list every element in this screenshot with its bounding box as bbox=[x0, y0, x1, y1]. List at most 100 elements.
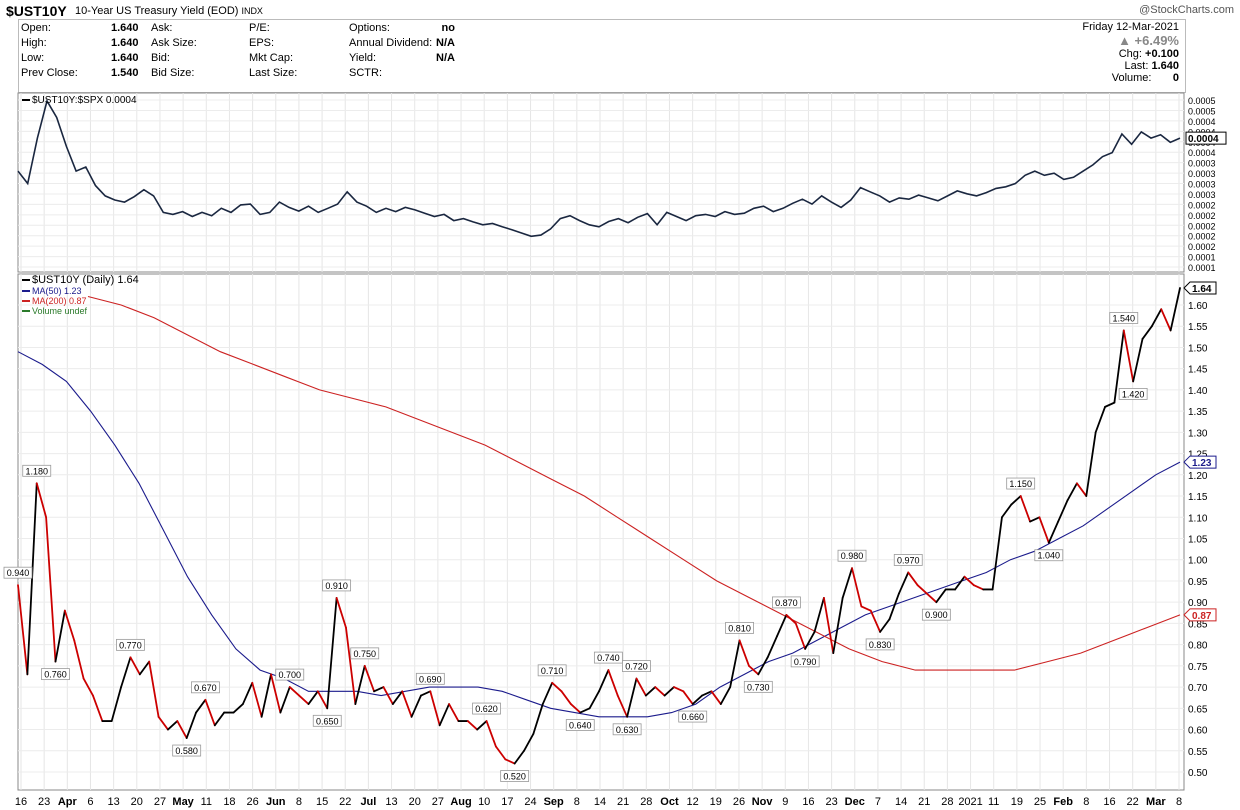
annotation-label: 0.640 bbox=[569, 721, 592, 731]
price-y-tick: 1.60 bbox=[1188, 301, 1208, 312]
chg-row: Chg: +0.100 bbox=[1082, 48, 1179, 60]
x-tick-label: 16 bbox=[802, 796, 814, 808]
x-tick-label: Oct bbox=[660, 796, 679, 808]
price-segment bbox=[738, 639, 750, 667]
price-y-tick: 0.90 bbox=[1188, 598, 1208, 609]
price-segment bbox=[907, 571, 919, 587]
x-tick-label: 23 bbox=[825, 796, 837, 808]
volume-label: Volume: bbox=[1111, 72, 1152, 84]
price-segment bbox=[485, 720, 497, 748]
price-segment bbox=[391, 690, 404, 705]
info-label: Options: bbox=[349, 22, 390, 34]
annotation-box bbox=[837, 549, 867, 562]
price-y-tick: 1.25 bbox=[1188, 450, 1208, 461]
annotation-box bbox=[275, 668, 305, 681]
annotation-box bbox=[322, 579, 352, 592]
price-y-tick: 1.55 bbox=[1188, 322, 1208, 333]
annotation-box bbox=[537, 664, 567, 677]
price-segment bbox=[495, 745, 507, 761]
price-y-tick: 1.10 bbox=[1188, 513, 1208, 524]
price-segment bbox=[185, 711, 197, 739]
x-tick-label: 8 bbox=[296, 796, 302, 808]
price-segment bbox=[401, 690, 413, 718]
price-segment bbox=[1141, 325, 1153, 340]
price-segment bbox=[748, 664, 760, 676]
price-segment bbox=[373, 686, 385, 693]
price-segment bbox=[138, 660, 151, 676]
price-segment bbox=[569, 703, 582, 714]
last-value-tag bbox=[1183, 281, 1217, 295]
annotation-box bbox=[921, 608, 951, 621]
info-label: SCTR: bbox=[349, 67, 382, 79]
price-segment bbox=[513, 749, 525, 765]
annotation-label: 0.710 bbox=[541, 666, 564, 676]
price-y-tick: 0.55 bbox=[1188, 747, 1208, 758]
info-label: Yield: bbox=[349, 52, 377, 64]
info-value: N/A bbox=[436, 52, 455, 64]
x-tick-label: 6 bbox=[87, 796, 93, 808]
annotation-box bbox=[1109, 312, 1139, 324]
info-label: Bid Size: bbox=[151, 67, 195, 79]
price-segment bbox=[663, 686, 675, 697]
price-segment bbox=[691, 694, 703, 705]
info-value: 1.540 bbox=[111, 67, 139, 79]
pct-change: ▲ +6.49% bbox=[1118, 33, 1179, 48]
annotation-label: 0.830 bbox=[869, 640, 892, 650]
annotation-label: 0.740 bbox=[597, 653, 620, 663]
x-tick-label: 25 bbox=[1034, 796, 1046, 808]
price-segment bbox=[766, 635, 778, 659]
quote-date: Friday 12-Mar-2021 bbox=[1082, 21, 1179, 33]
price-segment bbox=[213, 711, 226, 727]
price-segment bbox=[120, 656, 132, 688]
exchange-label: INDX bbox=[241, 6, 263, 16]
annotation-box bbox=[772, 596, 801, 609]
annotation-box bbox=[350, 647, 380, 660]
annotation-label: 0.660 bbox=[681, 712, 704, 722]
price-segment bbox=[17, 584, 29, 676]
price-segment bbox=[719, 686, 732, 705]
x-tick-label: 10 bbox=[478, 796, 490, 808]
info-label: Bid: bbox=[151, 52, 170, 64]
price-segment bbox=[963, 575, 975, 587]
price-y-tick: 1.30 bbox=[1188, 428, 1208, 439]
last-value-tag bbox=[1183, 608, 1217, 622]
annotation-label: 0.750 bbox=[353, 649, 376, 659]
annotation-box bbox=[500, 770, 530, 782]
price-segment bbox=[1122, 329, 1135, 383]
info-label: Open: bbox=[21, 22, 51, 34]
x-tick-label: May bbox=[172, 796, 194, 808]
price-segment bbox=[438, 703, 450, 727]
annotation-box bbox=[472, 702, 501, 715]
annotation-box bbox=[790, 655, 820, 668]
annotation-label: 0.620 bbox=[475, 704, 498, 714]
volume-value: 0 bbox=[1172, 72, 1179, 84]
price-segment bbox=[195, 698, 207, 714]
x-tick-label: Feb bbox=[1053, 796, 1073, 808]
price-segment bbox=[1001, 503, 1013, 519]
ratio-y-tick: 0.0003 bbox=[1188, 190, 1216, 200]
price-segment bbox=[804, 630, 816, 650]
x-tick-label: 21 bbox=[617, 796, 629, 808]
price-segment bbox=[523, 732, 535, 752]
price-segment bbox=[1094, 405, 1106, 434]
annotation-box bbox=[893, 554, 923, 566]
price-segment bbox=[335, 597, 347, 629]
price-segment bbox=[326, 597, 338, 710]
price-segment bbox=[794, 622, 807, 650]
price-segment bbox=[410, 694, 422, 718]
price-segment bbox=[579, 707, 591, 714]
quote-summary: Friday 12-Mar-2021 ▲ +6.49% Chg: +0.100 … bbox=[1082, 21, 1179, 84]
description-text: 10-Year US Treasury Yield (EOD) bbox=[75, 5, 239, 17]
ratio-last-box bbox=[1185, 131, 1227, 145]
price-segment bbox=[879, 618, 891, 633]
info-value: N/A bbox=[436, 37, 455, 49]
quote-info-panel: Open: 1.640 High: 1.640 Low: 1.640 Prev Close:… bbox=[18, 19, 1186, 93]
price-segment bbox=[110, 686, 122, 722]
price-segment bbox=[1104, 401, 1116, 408]
price-segment bbox=[54, 609, 66, 663]
x-tick-label: 28 bbox=[941, 796, 953, 808]
price-segment bbox=[916, 584, 928, 595]
price-segment bbox=[869, 609, 882, 633]
price-segment bbox=[935, 588, 947, 604]
